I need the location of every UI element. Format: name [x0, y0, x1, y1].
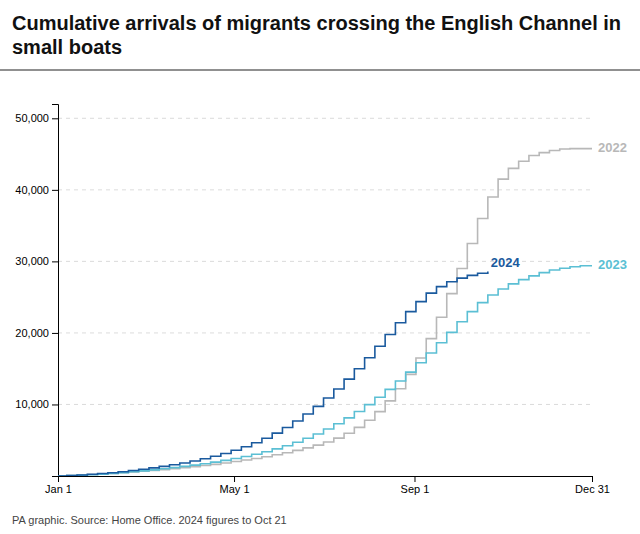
y-tick-mark	[52, 190, 58, 191]
y-tick-label: 30,000	[15, 255, 49, 267]
x-tick-label: Sep 1	[401, 483, 430, 495]
y-tick-label: 10,000	[15, 398, 49, 410]
title-rule	[0, 69, 640, 70]
x-tick: Sep 1	[401, 476, 430, 495]
y-tick: 50,000	[15, 112, 58, 124]
x-tick-label: May 1	[220, 483, 250, 495]
y-tick-label: 40,000	[15, 184, 49, 196]
x-axis: Jan 1 May 1 Sep 1 Dec 31	[45, 476, 610, 495]
series-line	[58, 272, 488, 476]
x-tick: May 1	[220, 476, 250, 495]
caption: PA graphic. Source: Home Office. 2024 fi…	[12, 514, 287, 526]
grid-line	[58, 118, 592, 119]
series-label: 2023	[598, 257, 627, 272]
y-axis-line	[52, 105, 59, 477]
y-tick-mark	[52, 261, 58, 262]
x-axis-line	[59, 477, 593, 483]
y-axis: 10,000 20,000 30,000 40,000 50,000	[15, 105, 58, 477]
series-line	[58, 265, 592, 476]
chart-title-line: Cumulative arrivals of migrants crossing…	[12, 12, 627, 34]
y-tick-mark	[52, 404, 58, 405]
x-tick-label: Dec 31	[575, 483, 610, 495]
y-tick-label: 20,000	[15, 327, 49, 339]
series-label: 2022	[598, 140, 627, 155]
chart-title-line: small boats	[12, 36, 122, 58]
grid	[58, 118, 592, 404]
grid-line	[58, 404, 592, 405]
plot: Jan 1 May 1 Sep 1 Dec 31 10,000 20,000 30,000 4…	[15, 105, 627, 495]
series-labels: 2022 2023 2024	[491, 140, 627, 272]
y-tick: 30,000	[15, 255, 58, 267]
x-tick-label: Jan 1	[45, 483, 72, 495]
y-tick: 20,000	[15, 327, 58, 339]
chart-title: Cumulative arrivals of migrants crossing…	[12, 12, 627, 58]
x-tick: Jan 1	[45, 476, 72, 495]
x-tick-mark	[414, 476, 415, 482]
y-tick: 40,000	[15, 184, 58, 196]
chart-svg: Cumulative arrivals of migrants crossing…	[0, 0, 640, 534]
chart-container: Cumulative arrivals of migrants crossing…	[0, 0, 640, 534]
y-tick: 10,000	[15, 398, 58, 410]
x-tick: Dec 31	[575, 476, 610, 495]
series-group	[58, 149, 592, 476]
grid-line	[58, 189, 592, 190]
x-tick-mark	[592, 476, 593, 482]
grid-line	[58, 332, 592, 333]
y-tick-mark	[52, 118, 58, 119]
y-tick-label: 50,000	[15, 112, 49, 124]
y-tick-mark	[52, 333, 58, 334]
series-line	[58, 149, 592, 476]
x-tick-mark	[234, 476, 235, 482]
series-label: 2024	[491, 255, 521, 270]
